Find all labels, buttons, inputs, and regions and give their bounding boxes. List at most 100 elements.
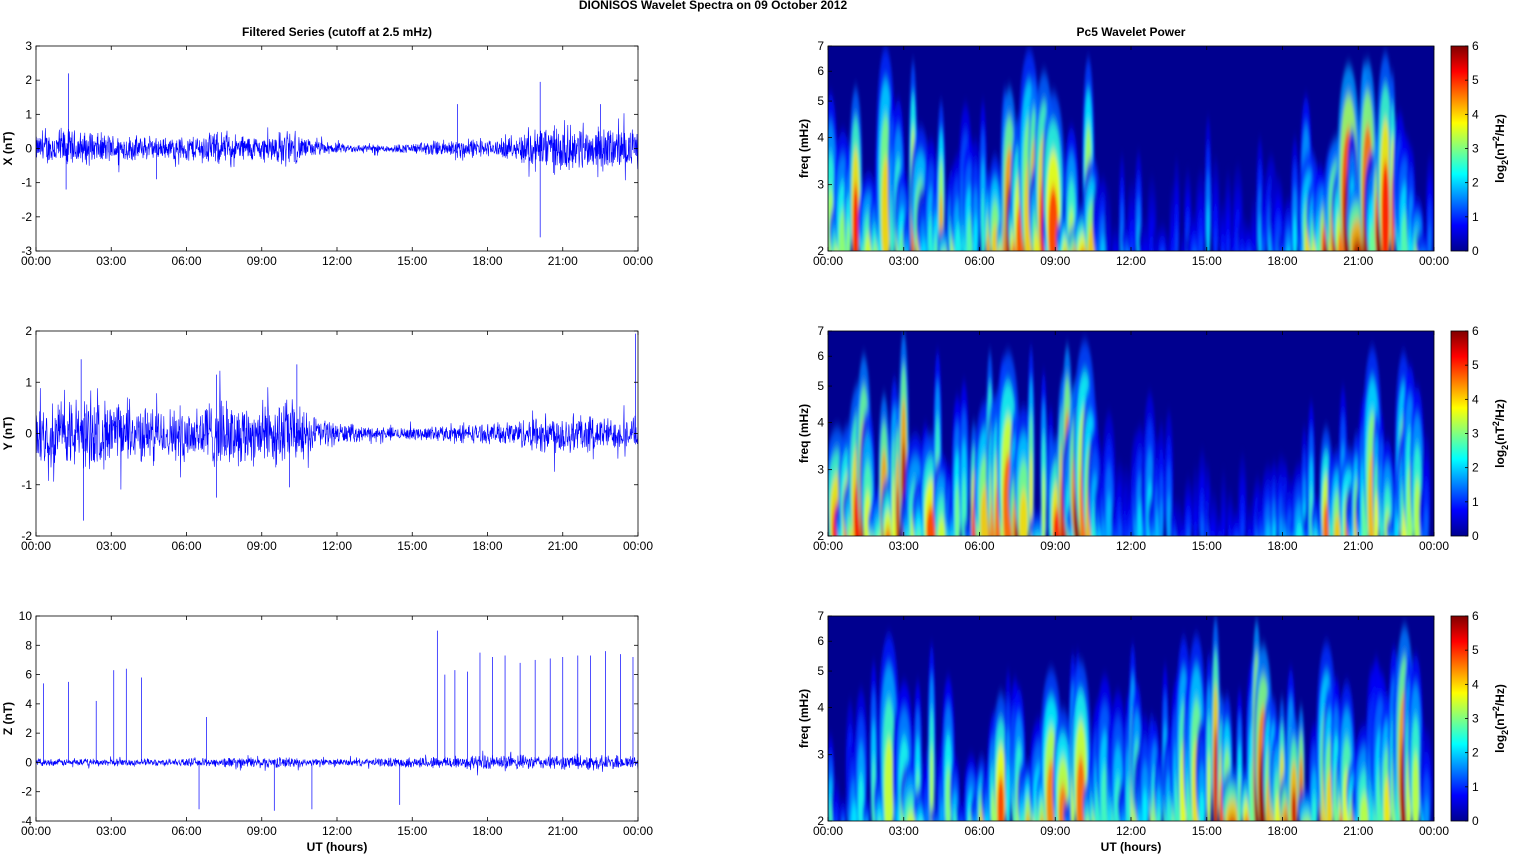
wavelet-power-blob xyxy=(1272,521,1276,536)
wavelet-power-blob xyxy=(1293,214,1297,251)
wavelet-power-blob xyxy=(1412,752,1419,821)
wavelet-power-blob xyxy=(865,830,868,845)
colorbar-tick-label: 2 xyxy=(1472,746,1479,760)
freq-tick-label: 6 xyxy=(817,634,824,648)
wavelet-power-blob xyxy=(1020,812,1025,821)
colorbar-tick-label: 2 xyxy=(1472,461,1479,475)
x-tick-label: 00:00 xyxy=(623,824,653,838)
wavelet-power-blob xyxy=(877,533,884,536)
wavelet-blobs xyxy=(828,48,1434,275)
freq-tick-label: 3 xyxy=(817,748,824,762)
wavelet-power-blob xyxy=(1303,825,1311,845)
y-axis-label: X (nT) xyxy=(1,132,15,166)
wavelet-power-blob xyxy=(1248,541,1251,560)
x-tick-label: 21:00 xyxy=(1343,824,1373,838)
wavelet-power-blob xyxy=(914,511,923,536)
wavelet-power-blob xyxy=(1186,529,1190,536)
wavelet-power-blob xyxy=(873,242,879,251)
wavelet-power-blob xyxy=(1262,235,1266,251)
x-tick-label: 18:00 xyxy=(472,539,502,553)
wavelet-power-blob xyxy=(1106,240,1110,251)
wavelet-power-blob xyxy=(924,806,930,821)
wavelet-power-blob xyxy=(1319,538,1322,560)
x-tick-label: 00:00 xyxy=(21,824,51,838)
wavelet-power-blob xyxy=(1383,777,1391,821)
wavelet-power-blob xyxy=(1127,515,1133,536)
x-tick-label: 03:00 xyxy=(96,254,126,268)
y-tick-label: -3 xyxy=(21,244,32,258)
colorbar-tick-label: 0 xyxy=(1472,244,1479,258)
colorbar-label: log2(nT2/Hz) xyxy=(1491,114,1510,183)
wavelet-power-blob xyxy=(997,775,1005,821)
y-tick-label: 8 xyxy=(25,638,32,652)
wavelet-power-blob xyxy=(904,238,910,251)
wavelet-power-blob xyxy=(1259,537,1264,560)
wavelet-power-blob xyxy=(1072,538,1079,560)
x-tick-label: 15:00 xyxy=(397,539,427,553)
wavelet-power-blob xyxy=(1048,186,1059,251)
wavelet-power-blob xyxy=(1428,224,1432,251)
wavelet-power-blob xyxy=(1228,816,1236,821)
x-tick-label: 15:00 xyxy=(397,824,427,838)
wavelet-power-blob xyxy=(863,810,870,821)
wavelet-power-blob xyxy=(1221,507,1226,536)
series-trace xyxy=(36,630,638,811)
wavelet-power-blob xyxy=(1181,252,1186,269)
wavelet-power-blob xyxy=(948,253,953,269)
y-tick-label: 0 xyxy=(25,427,32,441)
x-tick-label: 06:00 xyxy=(964,539,994,553)
wavelet-power-blob xyxy=(1029,451,1033,536)
wavelet-power-blob xyxy=(1284,817,1290,821)
x-tick-label: 09:00 xyxy=(247,539,277,553)
wavelet-power-blob xyxy=(1175,226,1179,251)
freq-axis-label: freq (mHz) xyxy=(797,689,811,748)
wavelet-power-blob xyxy=(858,773,864,821)
wavelet-power-blob xyxy=(1168,261,1171,275)
x-tick-label: 06:00 xyxy=(171,824,201,838)
wavelet-power-blob xyxy=(1240,255,1245,275)
wavelet-power-blob xyxy=(1154,248,1158,251)
colorbar-tick-label: 6 xyxy=(1472,609,1479,623)
freq-tick-label: 4 xyxy=(817,416,824,430)
wavelet-power-blob xyxy=(1081,249,1086,251)
wavelet-power-blob xyxy=(1166,493,1171,536)
colorbar-tick-label: 5 xyxy=(1472,643,1479,657)
wavelet-power-blob xyxy=(1072,258,1079,275)
y-tick-label: -1 xyxy=(21,176,32,190)
wavelet-power-blob xyxy=(1084,809,1091,821)
wavelet-power-blob xyxy=(1156,807,1161,821)
y-tick-label: 10 xyxy=(19,609,33,623)
wavelet-power-blob xyxy=(1182,262,1185,275)
wavelet-power-blob xyxy=(939,801,945,821)
wavelet-power-blob xyxy=(1246,247,1252,251)
wavelet-power-blob xyxy=(884,738,894,821)
wavelet-blobs xyxy=(828,617,1433,845)
series-line xyxy=(36,750,638,776)
x-tick-label: 03:00 xyxy=(96,824,126,838)
colorbar-tick-label: 3 xyxy=(1472,712,1479,726)
colorbar-tick-label: 1 xyxy=(1472,780,1479,794)
wavelet-power-blob xyxy=(1265,523,1272,536)
wavelet-power-blob xyxy=(1220,232,1226,251)
colorbar-tick-label: 4 xyxy=(1472,677,1479,691)
freq-tick-label: 5 xyxy=(817,94,824,108)
wavelet-power-blob xyxy=(1198,233,1204,251)
wavelet-power-blob xyxy=(1199,790,1205,821)
wavelet-power-blob xyxy=(1025,813,1030,821)
x-tick-label: 03:00 xyxy=(889,539,919,553)
wavelet-power-map xyxy=(828,616,1434,845)
wavelet-power-blob xyxy=(1285,230,1293,251)
wavelet-power-blob xyxy=(1251,229,1257,251)
wavelet-power-blob xyxy=(1128,218,1136,251)
series-trace xyxy=(36,333,638,521)
x-tick-label: 00:00 xyxy=(21,539,51,553)
series-trace xyxy=(36,73,638,238)
freq-tick-label: 7 xyxy=(817,609,824,623)
x-tick-label: 00:00 xyxy=(623,539,653,553)
left-column-title: Filtered Series (cutoff at 2.5 mHz) xyxy=(242,25,432,39)
wavelet-power-blob xyxy=(834,248,838,251)
colorbar-tick-label: 6 xyxy=(1472,324,1479,338)
y-tick-label: 4 xyxy=(25,697,32,711)
wavelet-power-blob xyxy=(1359,794,1369,821)
colorbar-tick-label: 5 xyxy=(1472,358,1479,372)
